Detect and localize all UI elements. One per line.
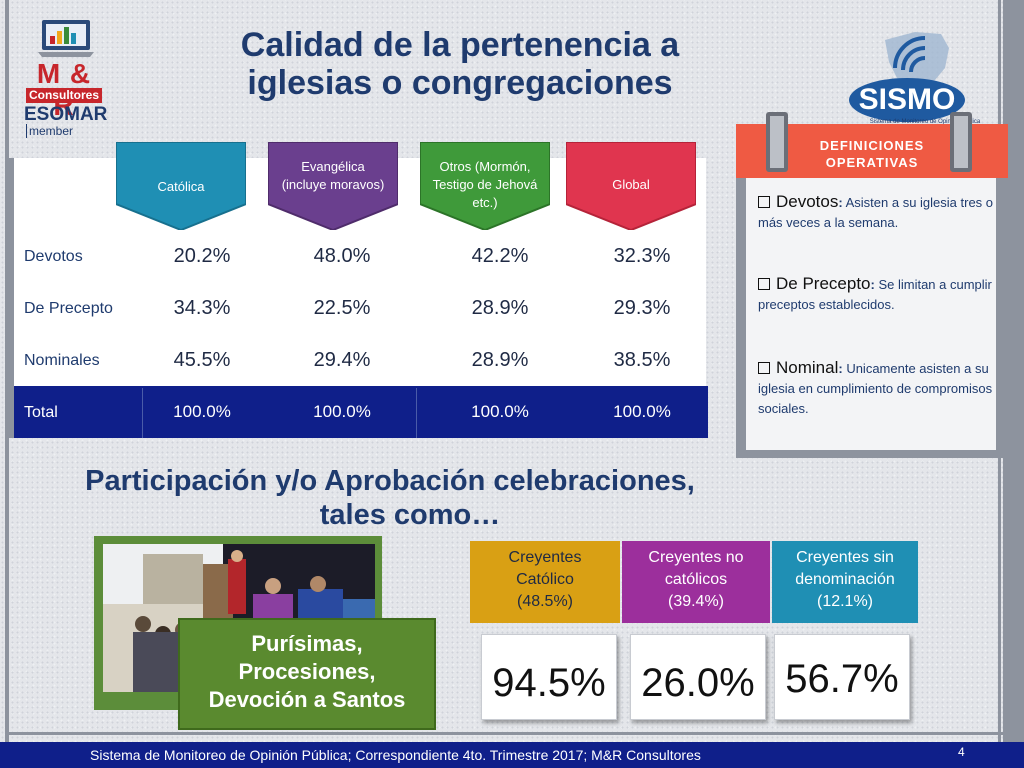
stat-header-line-3: (39.4%) (667, 593, 725, 610)
table-row-devotos: Devotos 20.2% 48.0% 42.2% 32.3% (14, 230, 708, 282)
tag-shape (267, 141, 399, 232)
tag-shape (565, 141, 697, 232)
row-label: Total (24, 404, 58, 421)
mr-consultores-logo: M & R Consultores ESOMAR member (22, 16, 114, 138)
sismo-logo: SISMO Sistema de Monitoreo de Opinión Pú… (845, 28, 995, 128)
definitions-header-line-2: OPERATIVAS (825, 155, 919, 170)
definition-text: Unicamente asisten a su iglesia en cumpl… (758, 361, 993, 416)
photo-caption: Purísimas, Procesiones, Devoción a Santo… (178, 618, 436, 730)
definition-separator: : (838, 195, 843, 210)
column-header-label: Global (612, 177, 650, 192)
column-header-otros: Otros (Mormón, Testigo de Jehová etc.) (419, 141, 551, 232)
binder-clip-icon (950, 112, 972, 172)
caption-line-1: Purísimas, (251, 631, 363, 656)
binder-clip-icon (766, 112, 788, 172)
table-row-precepto: De Precepto 34.3% 22.5% 28.9% 29.3% (14, 282, 708, 334)
stat-header-line-2: denominación (795, 571, 895, 588)
stat-value-sin-denominacion: 56.7% (774, 634, 910, 720)
definition-nominal: Nominal: Unicamente asisten a su iglesia… (758, 358, 994, 419)
column-header-evangelica: Evangélica (incluye moravos) (267, 141, 399, 232)
cell-otros: 28.9% (471, 297, 529, 319)
stat-value-catolico: 94.5% (481, 634, 617, 720)
definition-precepto: De Precepto: Se limitan a cumplir precep… (758, 274, 994, 315)
cell-catolica: 100.0% (173, 402, 231, 421)
definition-term: Nominal (776, 358, 839, 377)
participation-title-line-1: Participación y/o Aprobación celebracion… (85, 465, 695, 497)
definition-devotos: Devotos: Asisten a su iglesia tres o más… (758, 192, 994, 233)
column-header-label: Otros (Mormón, Testigo de Jehová etc.) (432, 159, 538, 210)
cell-otros: 42.2% (471, 245, 529, 267)
column-divider (142, 388, 143, 438)
footer-text: Sistema de Monitoreo de Opinión Pública;… (90, 747, 701, 763)
cell-catolica: 45.5% (173, 349, 231, 371)
checkbox-icon (758, 278, 770, 290)
cell-catolica: 20.2% (173, 245, 231, 267)
stat-header-line-3: (12.1%) (816, 593, 874, 610)
stat-header-line-1: Creyentes (508, 549, 582, 566)
stat-header-line-2: Católico (516, 571, 574, 588)
stat-header-line-2: católicos (664, 571, 728, 588)
page-title: Calidad de la pertenencia a iglesias o c… (180, 26, 740, 102)
cell-evangelica: 100.0% (313, 402, 371, 421)
page-number: 4 (958, 745, 965, 759)
table-row-nominales: Nominales 45.5% 29.4% 28.9% 38.5% (14, 334, 708, 386)
column-header-label: Evangélica (incluye moravos) (281, 159, 385, 192)
sismo-logo-subtitle: Sistema de Monitoreo de Opinión Pública (870, 119, 981, 125)
page-title-line-2: iglesias o congregaciones (247, 64, 673, 102)
definition-text: Se limitan a cumplir preceptos estableci… (758, 277, 992, 312)
cell-global: 38.5% (613, 349, 671, 371)
logo-consultores-text: Consultores (26, 88, 102, 103)
bottom-frame-line (5, 732, 1003, 735)
logo-esomar-text: ESOMAR (24, 104, 108, 125)
logo-member-text: member (26, 124, 73, 138)
definition-term: De Precepto (776, 274, 871, 293)
column-header-global: Global (565, 141, 697, 232)
caption-line-2: Procesiones, (238, 659, 376, 684)
stat-value-no-catolicos: 26.0% (630, 634, 766, 720)
column-header-catolica: Católica (115, 141, 247, 232)
checkbox-icon (758, 196, 770, 208)
stat-header-line-1: Creyentes no (648, 549, 744, 566)
participation-title-line-2: tales como… (319, 499, 501, 531)
definitions-header-line-1: DEFINICIONES (819, 138, 925, 153)
footer-bar (0, 742, 1024, 768)
definition-separator: : (870, 277, 875, 292)
stat-header-catolico: Creyentes Católico (48.5%) (470, 541, 620, 623)
definitions-panel-inner (746, 176, 996, 450)
chart-laptop-icon (38, 20, 94, 57)
table-row-total: Total 100.0% 100.0% 100.0% 100.0% (14, 386, 708, 438)
row-label: Nominales (24, 352, 100, 369)
stat-header-no-catolicos: Creyentes no católicos (39.4%) (622, 541, 770, 623)
definition-separator: : (838, 361, 843, 376)
definition-term: Devotos (776, 192, 839, 211)
page-title-line-1: Calidad de la pertenencia a (240, 26, 680, 64)
left-frame-line (5, 0, 9, 742)
tag-shape (419, 141, 551, 232)
checkbox-icon (758, 362, 770, 374)
column-header-label: Católica (157, 179, 205, 194)
participation-title: Participación y/o Aprobación celebracion… (20, 464, 760, 532)
cell-otros: 100.0% (471, 402, 529, 421)
definition-text: Asisten a su iglesia tres o más veces a … (758, 195, 994, 230)
cell-evangelica: 22.5% (313, 297, 371, 319)
caption-line-3: Devoción a Santos (208, 687, 406, 712)
stat-header-line-3: (48.5%) (516, 593, 574, 610)
cell-global: 29.3% (613, 297, 671, 319)
row-label: De Precepto (24, 300, 113, 317)
sismo-map-icon: SISMO Sistema de Monitoreo de Opinión Pú… (849, 32, 981, 125)
cell-catolica: 34.3% (173, 297, 231, 319)
cell-otros: 28.9% (471, 349, 529, 371)
right-frame-bar (998, 0, 1024, 768)
column-divider (416, 388, 417, 438)
stat-header-sin-denominacion: Creyentes sin denominación (12.1%) (772, 541, 918, 623)
cell-evangelica: 29.4% (313, 349, 371, 371)
cell-evangelica: 48.0% (313, 245, 371, 267)
cell-global: 100.0% (613, 402, 671, 421)
stat-header-line-1: Creyentes sin (796, 549, 894, 566)
tag-shape (115, 141, 247, 232)
cell-global: 32.3% (613, 245, 671, 267)
row-label: Devotos (24, 248, 83, 265)
logo-mr-text: M & R (36, 58, 92, 121)
sismo-logo-name: SISMO (859, 83, 956, 116)
